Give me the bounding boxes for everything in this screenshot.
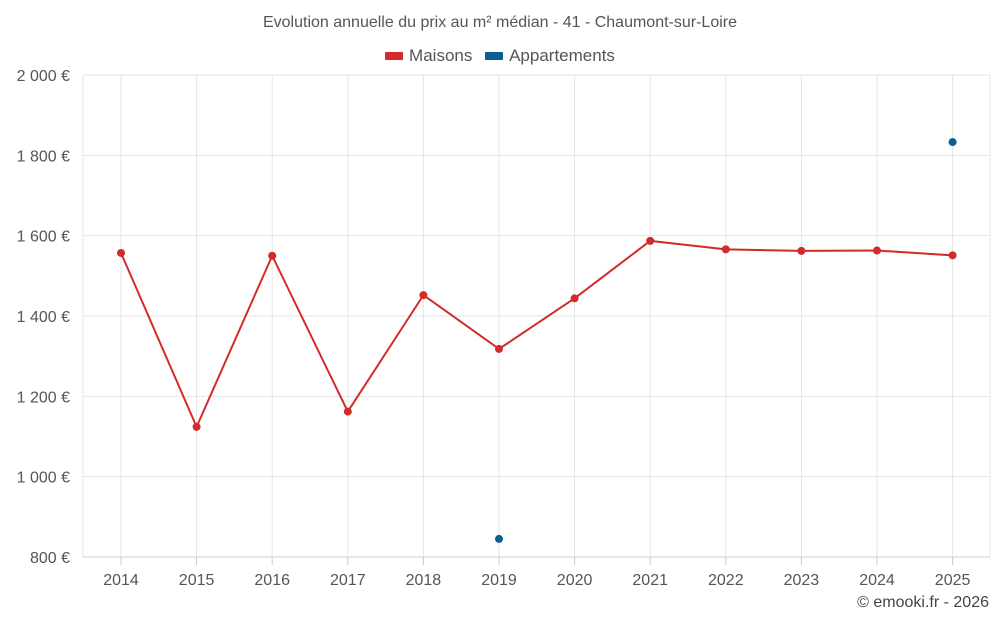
y-tick-label: 800 € xyxy=(30,550,70,567)
data-point-maisons xyxy=(117,248,125,257)
x-tick-label: 2017 xyxy=(330,572,366,589)
chart-title: Evolution annuelle du prix au m² médian … xyxy=(262,14,737,31)
y-tick-label: 1 200 € xyxy=(17,389,70,406)
axes: 800 € 1 000 € 1 200 € 1 400 € 1 600 € 1 800 €… xyxy=(17,68,990,589)
legend-item-appartements[interactable]: Appartements xyxy=(485,46,615,66)
x-tick-label: 2025 xyxy=(935,572,971,589)
grid-lines xyxy=(82,74,991,557)
chart-legend: Maisons Appartements xyxy=(0,45,1000,66)
y-tick-label: 1 800 € xyxy=(17,148,70,165)
data-point-maisons xyxy=(343,407,352,416)
x-tick-label: 2018 xyxy=(406,572,442,589)
series-line-maisons xyxy=(120,239,953,428)
copyright-footer: © emooki.fr - 2026 xyxy=(857,594,989,611)
data-point-maisons xyxy=(948,251,957,260)
legend-swatch-appartements xyxy=(485,52,504,60)
data-point-maisons xyxy=(721,245,730,254)
x-tick-label: 2023 xyxy=(784,572,820,589)
y-tick-label: 1 000 € xyxy=(17,470,70,487)
data-point-appartements xyxy=(495,534,503,543)
data-point-maisons xyxy=(495,344,503,353)
x-tick-label: 2019 xyxy=(481,572,517,589)
x-tick-label: 2020 xyxy=(557,572,593,589)
y-tick-label: 2 000 € xyxy=(17,68,70,85)
legend-item-maisons[interactable]: Maisons xyxy=(385,46,472,66)
legend-label-appartements: Appartements xyxy=(509,46,615,65)
data-point-maisons xyxy=(646,236,655,245)
chart-series xyxy=(117,138,957,543)
x-tick-label: 2024 xyxy=(859,572,895,589)
data-point-maisons xyxy=(570,294,579,303)
data-point-appartements xyxy=(948,138,957,147)
x-tick-label: 2021 xyxy=(632,572,668,589)
data-point-maisons xyxy=(268,251,277,260)
x-tick-label: 2014 xyxy=(103,572,139,589)
legend-label-maisons: Maisons xyxy=(409,46,473,65)
y-tick-label: 1 400 € xyxy=(17,309,70,326)
y-tick-label: 1 600 € xyxy=(17,229,70,246)
x-tick-label: 2022 xyxy=(708,572,744,589)
data-point-maisons xyxy=(797,246,806,255)
data-point-maisons xyxy=(873,246,881,255)
legend-swatch-maisons xyxy=(385,52,404,60)
data-point-maisons xyxy=(419,291,428,300)
x-tick-label: 2016 xyxy=(254,572,290,589)
x-tick-label: 2015 xyxy=(179,572,215,589)
data-point-maisons xyxy=(192,422,201,431)
